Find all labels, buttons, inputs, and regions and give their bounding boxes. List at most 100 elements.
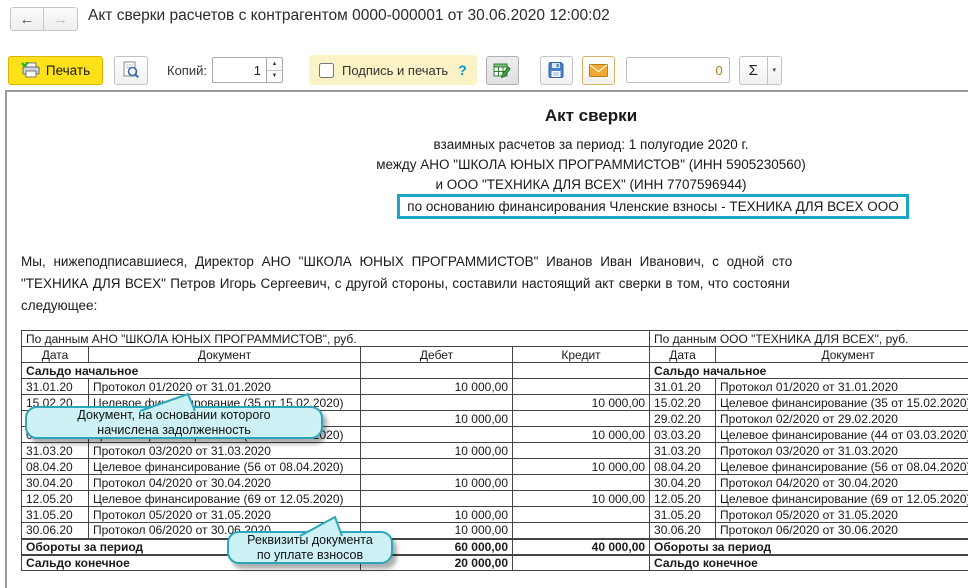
col-header-doc: Документ xyxy=(88,346,361,363)
cell-document-right: Протокол 04/2020 от 30.04.2020 xyxy=(715,474,968,491)
sigma-button[interactable]: Σ xyxy=(738,55,767,85)
cell-credit: 10 000,00 xyxy=(511,458,651,475)
act-table-body: По данным АНО "ШКОЛА ЮНЫХ ПРОГРАММИСТОВ"… xyxy=(20,330,968,571)
cell-date-right: 15.02.20 xyxy=(649,394,717,411)
cell-document: Целевое финансирование (56 от 08.04.2020… xyxy=(88,458,361,475)
cell-date-right: 30.04.20 xyxy=(649,474,717,491)
edit-table-icon xyxy=(493,63,512,78)
right-table-caption: По данным ООО "ТЕХНИКА ДЛЯ ВСЕХ", руб. xyxy=(649,330,968,347)
closing-balance-label-right: Сальдо конечное xyxy=(649,553,968,571)
cell-document-right: Протокол 03/2020 от 31.03.2020 xyxy=(715,442,968,459)
cell-document: Протокол 04/2020 от 30.04.2020 xyxy=(88,474,361,491)
cell-debit xyxy=(360,458,513,475)
sum-value-field[interactable] xyxy=(625,57,730,83)
cell-credit xyxy=(511,474,651,491)
cell-document: Протокол 01/2020 от 31.01.2020 xyxy=(88,378,361,395)
doc-intro-paragraph: Мы, нижеподписавшиеся, Директор АНО "ШКО… xyxy=(21,251,968,317)
col-header-doc-right: Документ xyxy=(715,346,968,363)
cell-credit xyxy=(511,506,651,523)
intro-line: следующее: xyxy=(21,298,98,313)
sign-print-panel: Подпись и печать ? xyxy=(308,55,477,85)
col-header-debit: Дебет xyxy=(360,346,513,363)
caption-row: По данным АНО "ШКОЛА ЮНЫХ ПРОГРАММИСТОВ"… xyxy=(20,330,968,347)
spin-up-icon[interactable]: ▲ xyxy=(271,60,278,67)
cell-date-right: 03.03.20 xyxy=(649,426,717,443)
callout-tail-icon xyxy=(299,515,343,537)
opening-balance-label-right: Сальдо начальное xyxy=(649,362,968,379)
cell-date: 30.06.20 xyxy=(21,522,89,539)
sigma-button-group: Σ ▾ xyxy=(738,55,782,85)
doc-party1-line: между АНО "ШКОЛА ЮНЫХ ПРОГРАММИСТОВ" (ИН… xyxy=(376,157,806,172)
cell-debit xyxy=(360,490,513,507)
cell-credit xyxy=(511,410,651,427)
doc-party2-line: и ООО "ТЕХНИКА ДЛЯ ВСЕХ" (ИНН 7707596944… xyxy=(435,177,747,192)
toolbar: Печать Копий: ▲ ▼ Подпись и печать ? xyxy=(8,54,782,86)
help-link[interactable]: ? xyxy=(458,62,467,78)
callout-payment-document: Реквизиты документа по уплате взносов xyxy=(227,515,393,564)
cell-document-right: Целевое финансирование (44 от 03.03.2020… xyxy=(715,426,968,443)
doc-title: Акт сверки xyxy=(544,106,638,125)
col-header-credit: Кредит xyxy=(511,346,651,363)
cell-date: 31.05.20 xyxy=(21,506,89,523)
sign-print-checkbox[interactable] xyxy=(318,62,334,78)
preview-button[interactable] xyxy=(114,55,148,85)
turnover-credit: 40 000,00 xyxy=(511,537,651,555)
cell-credit xyxy=(511,378,651,395)
cell-debit: 10 000,00 xyxy=(360,378,513,395)
preview-icon xyxy=(123,61,140,79)
opening-balance-row: Сальдо начальное Сальдо начальное xyxy=(21,362,968,379)
callout-tail-icon xyxy=(139,392,196,412)
cell-date: 31.03.20 xyxy=(21,442,89,459)
cell-date-right: 29.02.20 xyxy=(649,410,717,427)
table-row: 30.04.20 Протокол 04/2020 от 30.04.2020 10… xyxy=(21,474,968,491)
cell-date-right: 30.06.20 xyxy=(649,522,717,539)
basis-highlight-box: по основанию финансирования Членские взн… xyxy=(397,194,909,219)
save-icon xyxy=(548,62,564,78)
table-row: 30.06.20 Протокол 06/2020 от 30.06.2020 10… xyxy=(21,522,968,539)
cell-date-right: 31.03.20 xyxy=(649,442,717,459)
print-button[interactable]: Печать xyxy=(8,55,103,85)
cell-date-right: 12.05.20 xyxy=(649,490,717,507)
cell-document-right: Протокол 05/2020 от 31.05.2020 xyxy=(715,506,968,523)
back-button[interactable]: ← xyxy=(10,7,44,31)
cell-debit: 10 000,00 xyxy=(360,442,513,459)
opening-balance-label: Сальдо начальное xyxy=(21,362,361,379)
spin-down-icon[interactable]: ▼ xyxy=(266,69,282,83)
table-row: 12.05.20 Целевое финансирование (69 от 12… xyxy=(21,490,968,507)
copies-input[interactable] xyxy=(211,57,266,83)
col-header-date-right: Дата xyxy=(649,346,717,363)
table-row: 08.04.20 Целевое финансирование (56 от 08… xyxy=(21,458,968,475)
forward-arrow-icon: → xyxy=(53,10,68,28)
sigma-dropdown-button[interactable]: ▾ xyxy=(766,55,782,85)
table-row: 31.05.20 Протокол 05/2020 от 31.05.2020 10… xyxy=(21,506,968,523)
opening-debit xyxy=(360,362,513,379)
window-title: Акт сверки расчетов с контрагентом 0000-… xyxy=(88,7,610,24)
cell-date: 30.04.20 xyxy=(21,474,89,491)
cell-document: Целевое финансирование (69 от 12.05.2020… xyxy=(88,490,361,507)
closing-debit: 20 000,00 xyxy=(360,553,513,571)
email-button[interactable] xyxy=(581,55,615,85)
callout-text: по уплате взносов xyxy=(256,547,364,562)
turnover-debit: 60 000,00 xyxy=(360,537,513,555)
cell-credit: 10 000,00 xyxy=(511,490,651,507)
cell-date: 31.01.20 xyxy=(21,378,89,395)
print-button-label: Печать xyxy=(45,62,91,78)
cell-date: 12.05.20 xyxy=(21,490,89,507)
edit-table-button[interactable] xyxy=(485,55,519,85)
intro-line: Мы, нижеподписавшиеся, Директор АНО "ШКО… xyxy=(21,254,793,269)
printer-icon xyxy=(20,62,40,78)
save-button[interactable] xyxy=(539,55,573,85)
cell-credit: 10 000,00 xyxy=(511,394,651,411)
copies-spin-buttons: ▲ ▼ xyxy=(265,57,283,83)
table-row: 31.01.20 Протокол 01/2020 от 31.01.2020 10… xyxy=(21,378,968,395)
cell-document-right: Целевое финансирование (56 от 08.04.2020… xyxy=(715,458,968,475)
callout-accrual-document: Документ, на основании которого начислен… xyxy=(25,392,323,439)
callout-text: Документ, на основании которого xyxy=(77,407,271,422)
back-arrow-icon: ← xyxy=(19,10,35,28)
cell-date-right: 31.01.20 xyxy=(649,378,717,395)
doc-period-line: взаимных расчетов за период: 1 полугодие… xyxy=(433,137,749,152)
cell-document-right: Целевое финансирование (69 от 12.05.2020… xyxy=(715,490,968,507)
forward-button[interactable]: → xyxy=(44,7,78,31)
copies-spinner: ▲ ▼ xyxy=(211,57,283,83)
